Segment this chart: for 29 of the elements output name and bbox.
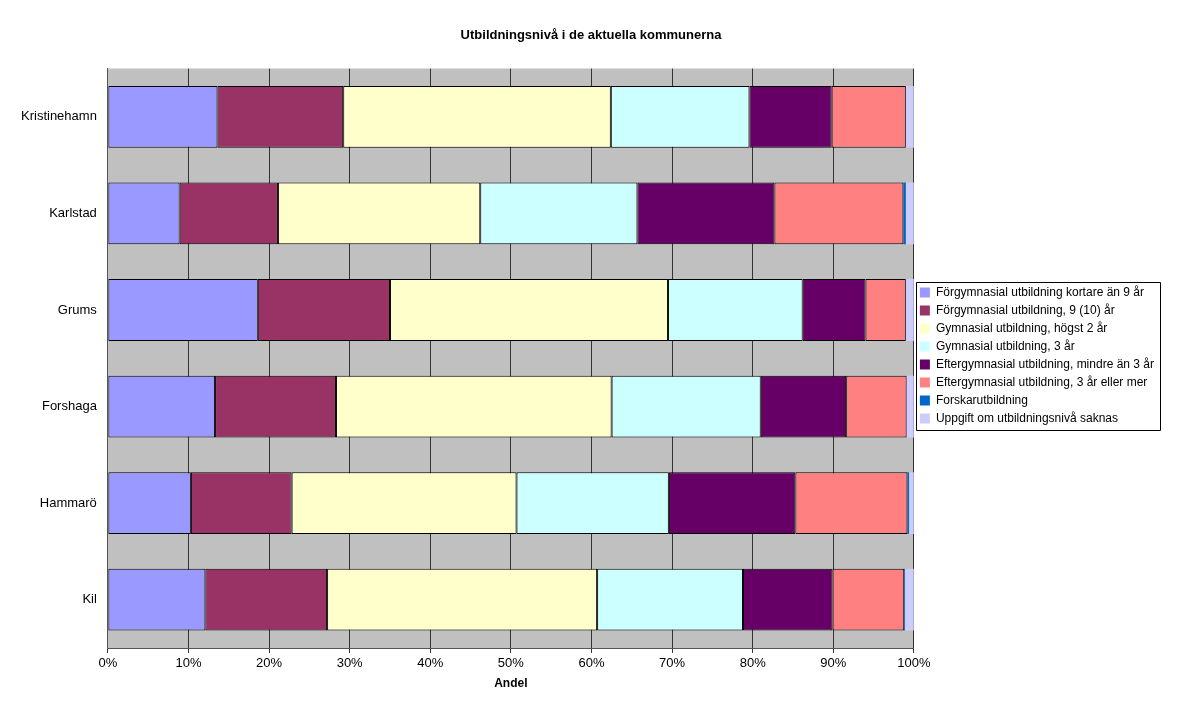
y-tick-label: Kristinehamn xyxy=(20,108,97,124)
y-tick-label: Kil xyxy=(82,591,97,607)
y-tick-label: Karlstad xyxy=(49,205,97,221)
x-tick-label: 100% xyxy=(897,655,931,671)
legend-label: Förgymnasial utbildning, 9 (10) år xyxy=(935,302,1115,317)
x-tick-label: 70% xyxy=(659,655,686,671)
bar xyxy=(905,568,914,631)
x-tick-label: 10% xyxy=(175,655,202,671)
x-tick-label: 60% xyxy=(578,655,605,671)
legend-label: Eftergymnasial utbildning, 3 år eller mer xyxy=(935,374,1148,389)
x-tick-label: 80% xyxy=(739,655,767,671)
legend-label: Förgymnasial utbildning kortare än 9 år xyxy=(935,284,1144,299)
y-tick-label: Forshaga xyxy=(41,398,98,414)
x-tick-label: 50% xyxy=(497,655,525,671)
x-tick-label: 20% xyxy=(256,655,283,671)
legend-label: Uppgift om utbildningsnivå saknas xyxy=(935,410,1118,425)
chart-title: Utbildningsnivå i de aktuella kommunerna xyxy=(460,27,723,43)
x-tick-label: 40% xyxy=(417,655,444,671)
legend-label: Gymnasial utbildning, högst 2 år xyxy=(935,320,1108,335)
legend-label: Forskarutbildning xyxy=(935,392,1028,407)
legend-label: Gymnasial utbildning, 3 år xyxy=(935,338,1075,353)
bar xyxy=(903,182,906,245)
x-tick-label: 30% xyxy=(336,655,364,671)
y-tick-label: Hammarö xyxy=(39,494,97,510)
legend-label: Eftergymnasial utbildning, mindre än 3 år xyxy=(935,356,1155,371)
x-axis-title: Andel xyxy=(494,676,528,691)
y-tick-label: Grums xyxy=(57,301,98,317)
x-tick-label: 0% xyxy=(98,655,118,671)
x-tick-label: 90% xyxy=(820,655,847,671)
